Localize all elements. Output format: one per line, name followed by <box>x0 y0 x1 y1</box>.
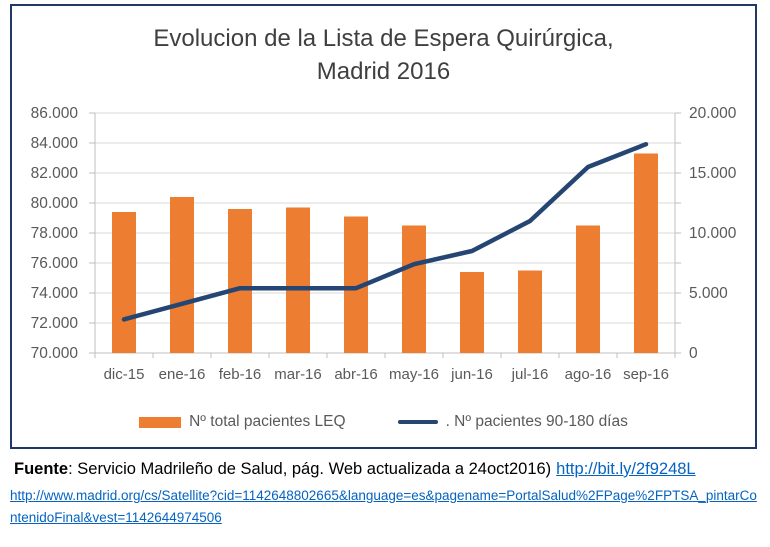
left-axis-tick-label: 84.000 <box>31 135 79 152</box>
x-axis-label-mar-16: mar-16 <box>274 366 322 383</box>
x-axis-label-feb-16: feb-16 <box>219 366 262 383</box>
x-axis-label-may-16: may-16 <box>389 366 439 383</box>
chart-title-line1: Evolucion de la Lista de Espera Quirúrgi… <box>153 25 614 52</box>
fuente-line: Fuente: Servicio Madrileño de Salud, pág… <box>10 457 762 481</box>
right-axis-tick-label: 15.000 <box>689 165 737 182</box>
legend-line-label: . Nº pacientes 90-180 días <box>445 413 628 430</box>
fuente-label: Fuente <box>14 460 69 478</box>
chart-box: 86.000 84.000 82.000 80.000 78.000 76.000 74.0… <box>10 4 757 449</box>
left-axis-tick-label: 78.000 <box>31 225 79 242</box>
chart-legend: Nº total pacientes LEQ . Nº pacientes 90… <box>12 413 755 431</box>
bar-dic-15 <box>112 212 136 353</box>
legend-item-line: . Nº pacientes 90-180 días <box>397 413 628 431</box>
chart-title-line2: Madrid 2016 <box>316 58 451 85</box>
bar-sep-16 <box>634 153 658 353</box>
bar-may-16 <box>402 225 426 353</box>
left-axis-tick-label: 70.000 <box>31 345 79 362</box>
legend-item-bars: Nº total pacientes LEQ <box>139 413 346 431</box>
right-axis-tick-label: 10.000 <box>689 225 737 242</box>
left-axis-tick-label: 72.000 <box>31 315 79 332</box>
left-axis-tick-label: 80.000 <box>31 195 79 212</box>
chart-title: Evolucion de la Lista de Espera Quirúrgi… <box>12 22 755 88</box>
left-axis-tick-label: 76.000 <box>31 255 79 272</box>
url-line: http://www.madrid.org/cs/Satellite?cid=1… <box>10 485 762 529</box>
bar-mar-16 <box>286 207 310 353</box>
bar-jul-16 <box>518 270 542 353</box>
bar-ene-16 <box>170 197 194 353</box>
bar-jun-16 <box>460 272 484 353</box>
x-axis-label-ene-16: ene-16 <box>159 366 206 383</box>
legend-bar-label: Nº total pacientes LEQ <box>189 413 346 430</box>
right-axis-tick-label: 5.000 <box>689 285 728 302</box>
x-axis-label-dic-15: dic-15 <box>104 366 145 383</box>
line-series <box>121 141 649 322</box>
x-axis-label-sep-16: sep-16 <box>623 366 669 383</box>
left-axis-tick-label: 74.000 <box>31 285 79 302</box>
left-axis-tick-label: 82.000 <box>31 165 79 182</box>
madrid-org-link[interactable]: http://www.madrid.org/cs/Satellite?cid=1… <box>10 488 757 525</box>
x-axis-label-abr-16: abr-16 <box>334 366 377 383</box>
right-axis-tick-label: 0 <box>689 345 698 362</box>
x-axis-label-jun-16: jun-16 <box>450 366 493 383</box>
bar-series-swatch <box>139 416 182 428</box>
source-note: Fuente: Servicio Madrileño de Salud, pág… <box>10 457 762 529</box>
fuente-text: : Servicio Madrileño de Salud, pág. Web … <box>68 460 552 478</box>
bitly-link[interactable]: http://bit.ly/2f9248L <box>556 460 696 478</box>
left-axis-tick-label: 86.000 <box>31 105 79 122</box>
combo-chart: 86.000 84.000 82.000 80.000 78.000 76.000 74.0… <box>31 105 737 383</box>
bar-ago-16 <box>576 225 600 353</box>
right-axis-tick-label: 20.000 <box>689 105 737 122</box>
line-series-swatch <box>397 419 438 425</box>
x-axis-label-ago-16: ago-16 <box>565 366 612 383</box>
bar-feb-16 <box>228 209 252 353</box>
x-axis-label-jul-16: jul-16 <box>511 366 549 383</box>
